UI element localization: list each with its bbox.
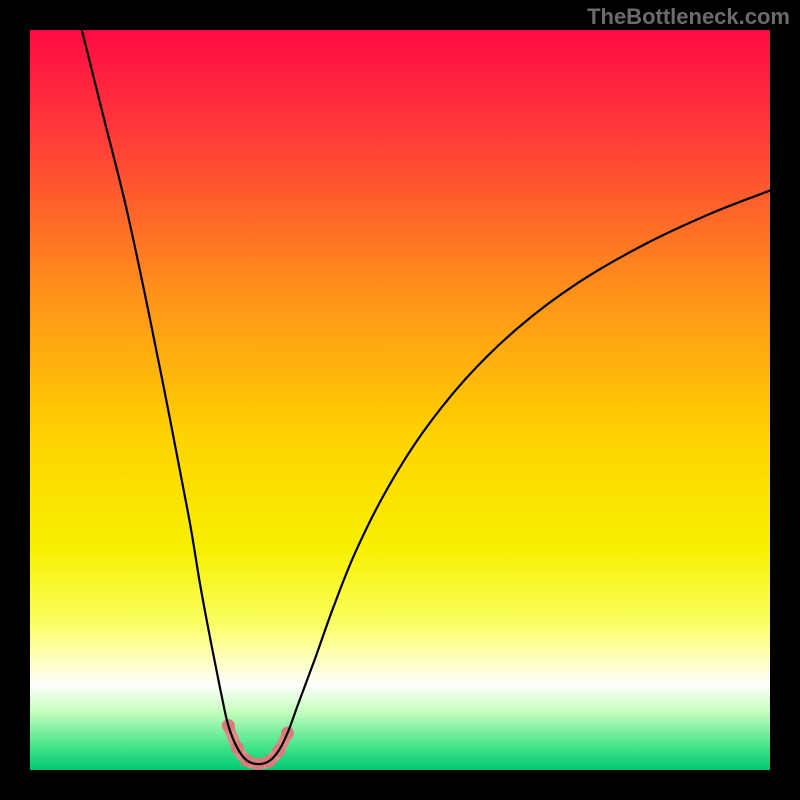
watermark-text: TheBottleneck.com: [587, 4, 790, 30]
bottleneck-curve: [82, 30, 770, 764]
curve-layer: [30, 30, 770, 770]
plot-area: [30, 30, 770, 770]
chart-frame: TheBottleneck.com: [0, 0, 800, 800]
